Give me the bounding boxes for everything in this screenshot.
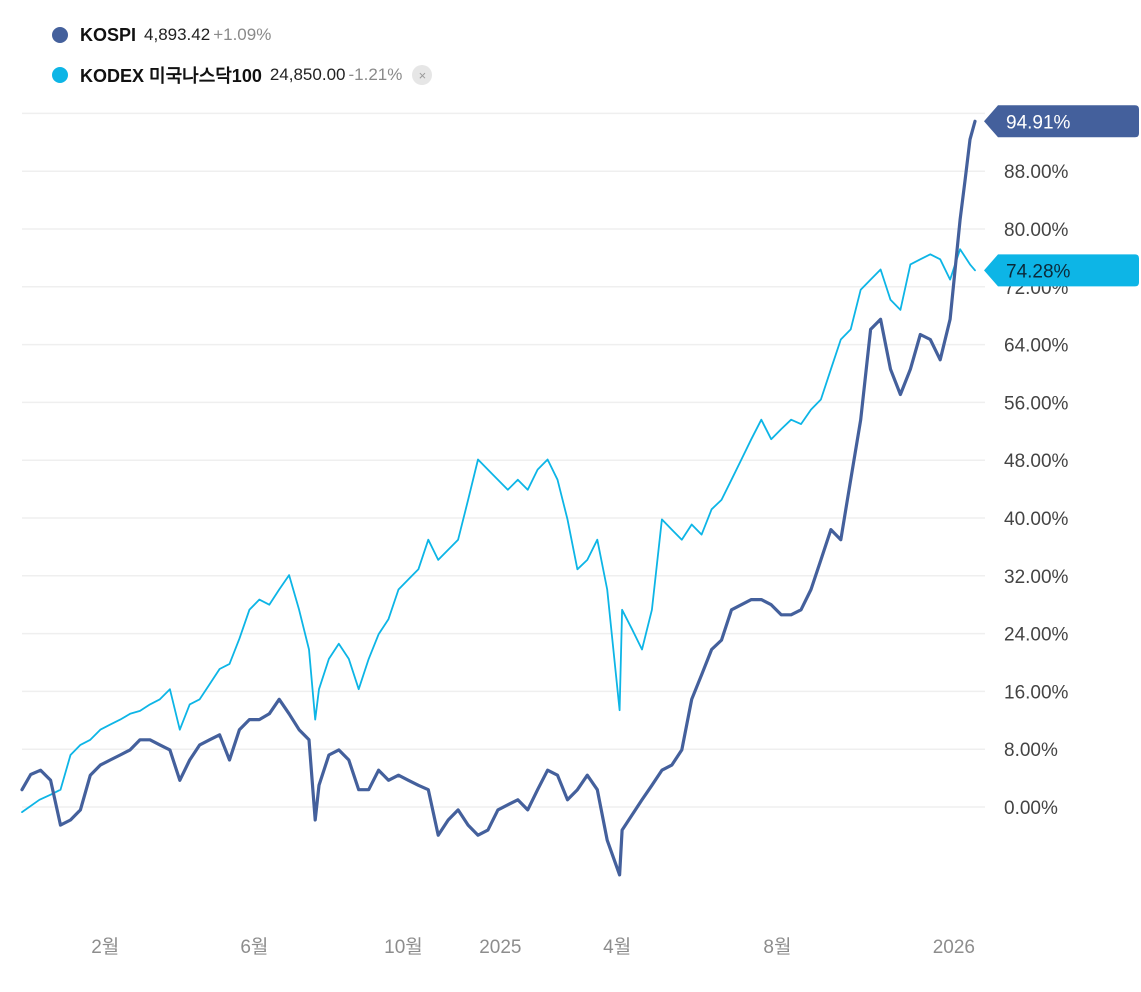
y-tick-label: 32.00%	[1004, 567, 1069, 588]
series-lines	[20, 119, 977, 877]
y-tick-label: 48.00%	[1004, 451, 1069, 472]
gridlines	[22, 112, 985, 808]
x-tick-label: 6월	[240, 936, 268, 958]
legend-series-price: 24,850.00	[269, 65, 346, 84]
y-tick-label: 88.00%	[1004, 162, 1069, 183]
close-icon: ×	[418, 67, 427, 83]
series-line-kospi	[20, 119, 977, 877]
y-tick-label: 24.00%	[1004, 625, 1069, 646]
y-tick-label: 40.00%	[1004, 509, 1069, 530]
y-tick-label: 80.00%	[1004, 220, 1069, 241]
legend-series-change: -1.21%	[348, 65, 403, 84]
y-axis-ticks: 0.00% 8.00% 16.00% 24.00% 32.00% 40.00% 48.00%…	[1004, 162, 1069, 819]
last-value-badges: 94.91% 74.28%	[984, 105, 1139, 287]
legend: KOSPI 4,893.42 +1.09% KODEX 미국나스닥100 24,…	[52, 20, 433, 100]
last-value-label: 94.91%	[1006, 112, 1071, 133]
y-tick-label: 8.00%	[1004, 740, 1058, 761]
y-tick-label: 64.00%	[1004, 336, 1069, 357]
x-tick-label: 2월	[91, 936, 119, 958]
x-tick-label: 10월	[384, 936, 423, 958]
x-axis-ticks: 2월 6월 10월 2025 4월 8월 2026	[91, 936, 975, 958]
legend-series-name: KODEX 미국나스닥100	[80, 66, 262, 86]
y-tick-label: 0.00%	[1004, 798, 1058, 819]
series-line-kodex	[21, 248, 976, 813]
y-tick-label: 16.00%	[1004, 682, 1069, 703]
x-tick-label: 8월	[763, 936, 791, 958]
legend-series-price: 4,893.42	[144, 25, 211, 44]
x-tick-label: 2026	[933, 937, 975, 958]
series-color-dot-kodex	[52, 67, 68, 83]
x-tick-label: 4월	[603, 936, 631, 958]
legend-item-kodex[interactable]: KODEX 미국나스닥100 24,850.00 -1.21% ×	[52, 60, 433, 90]
legend-item-kospi[interactable]: KOSPI 4,893.42 +1.09%	[52, 20, 432, 50]
last-value-badge-kodex	[984, 254, 1139, 287]
x-tick-label: 2025	[479, 937, 521, 958]
last-value-label: 74.28%	[1006, 261, 1071, 282]
series-color-dot-kospi	[52, 27, 68, 43]
remove-series-button[interactable]: ×	[412, 65, 433, 85]
last-value-badge-kospi	[984, 105, 1139, 138]
legend-series-change: +1.09%	[213, 25, 272, 44]
legend-series-name: KOSPI	[80, 24, 137, 45]
y-tick-label: 56.00%	[1004, 393, 1069, 414]
